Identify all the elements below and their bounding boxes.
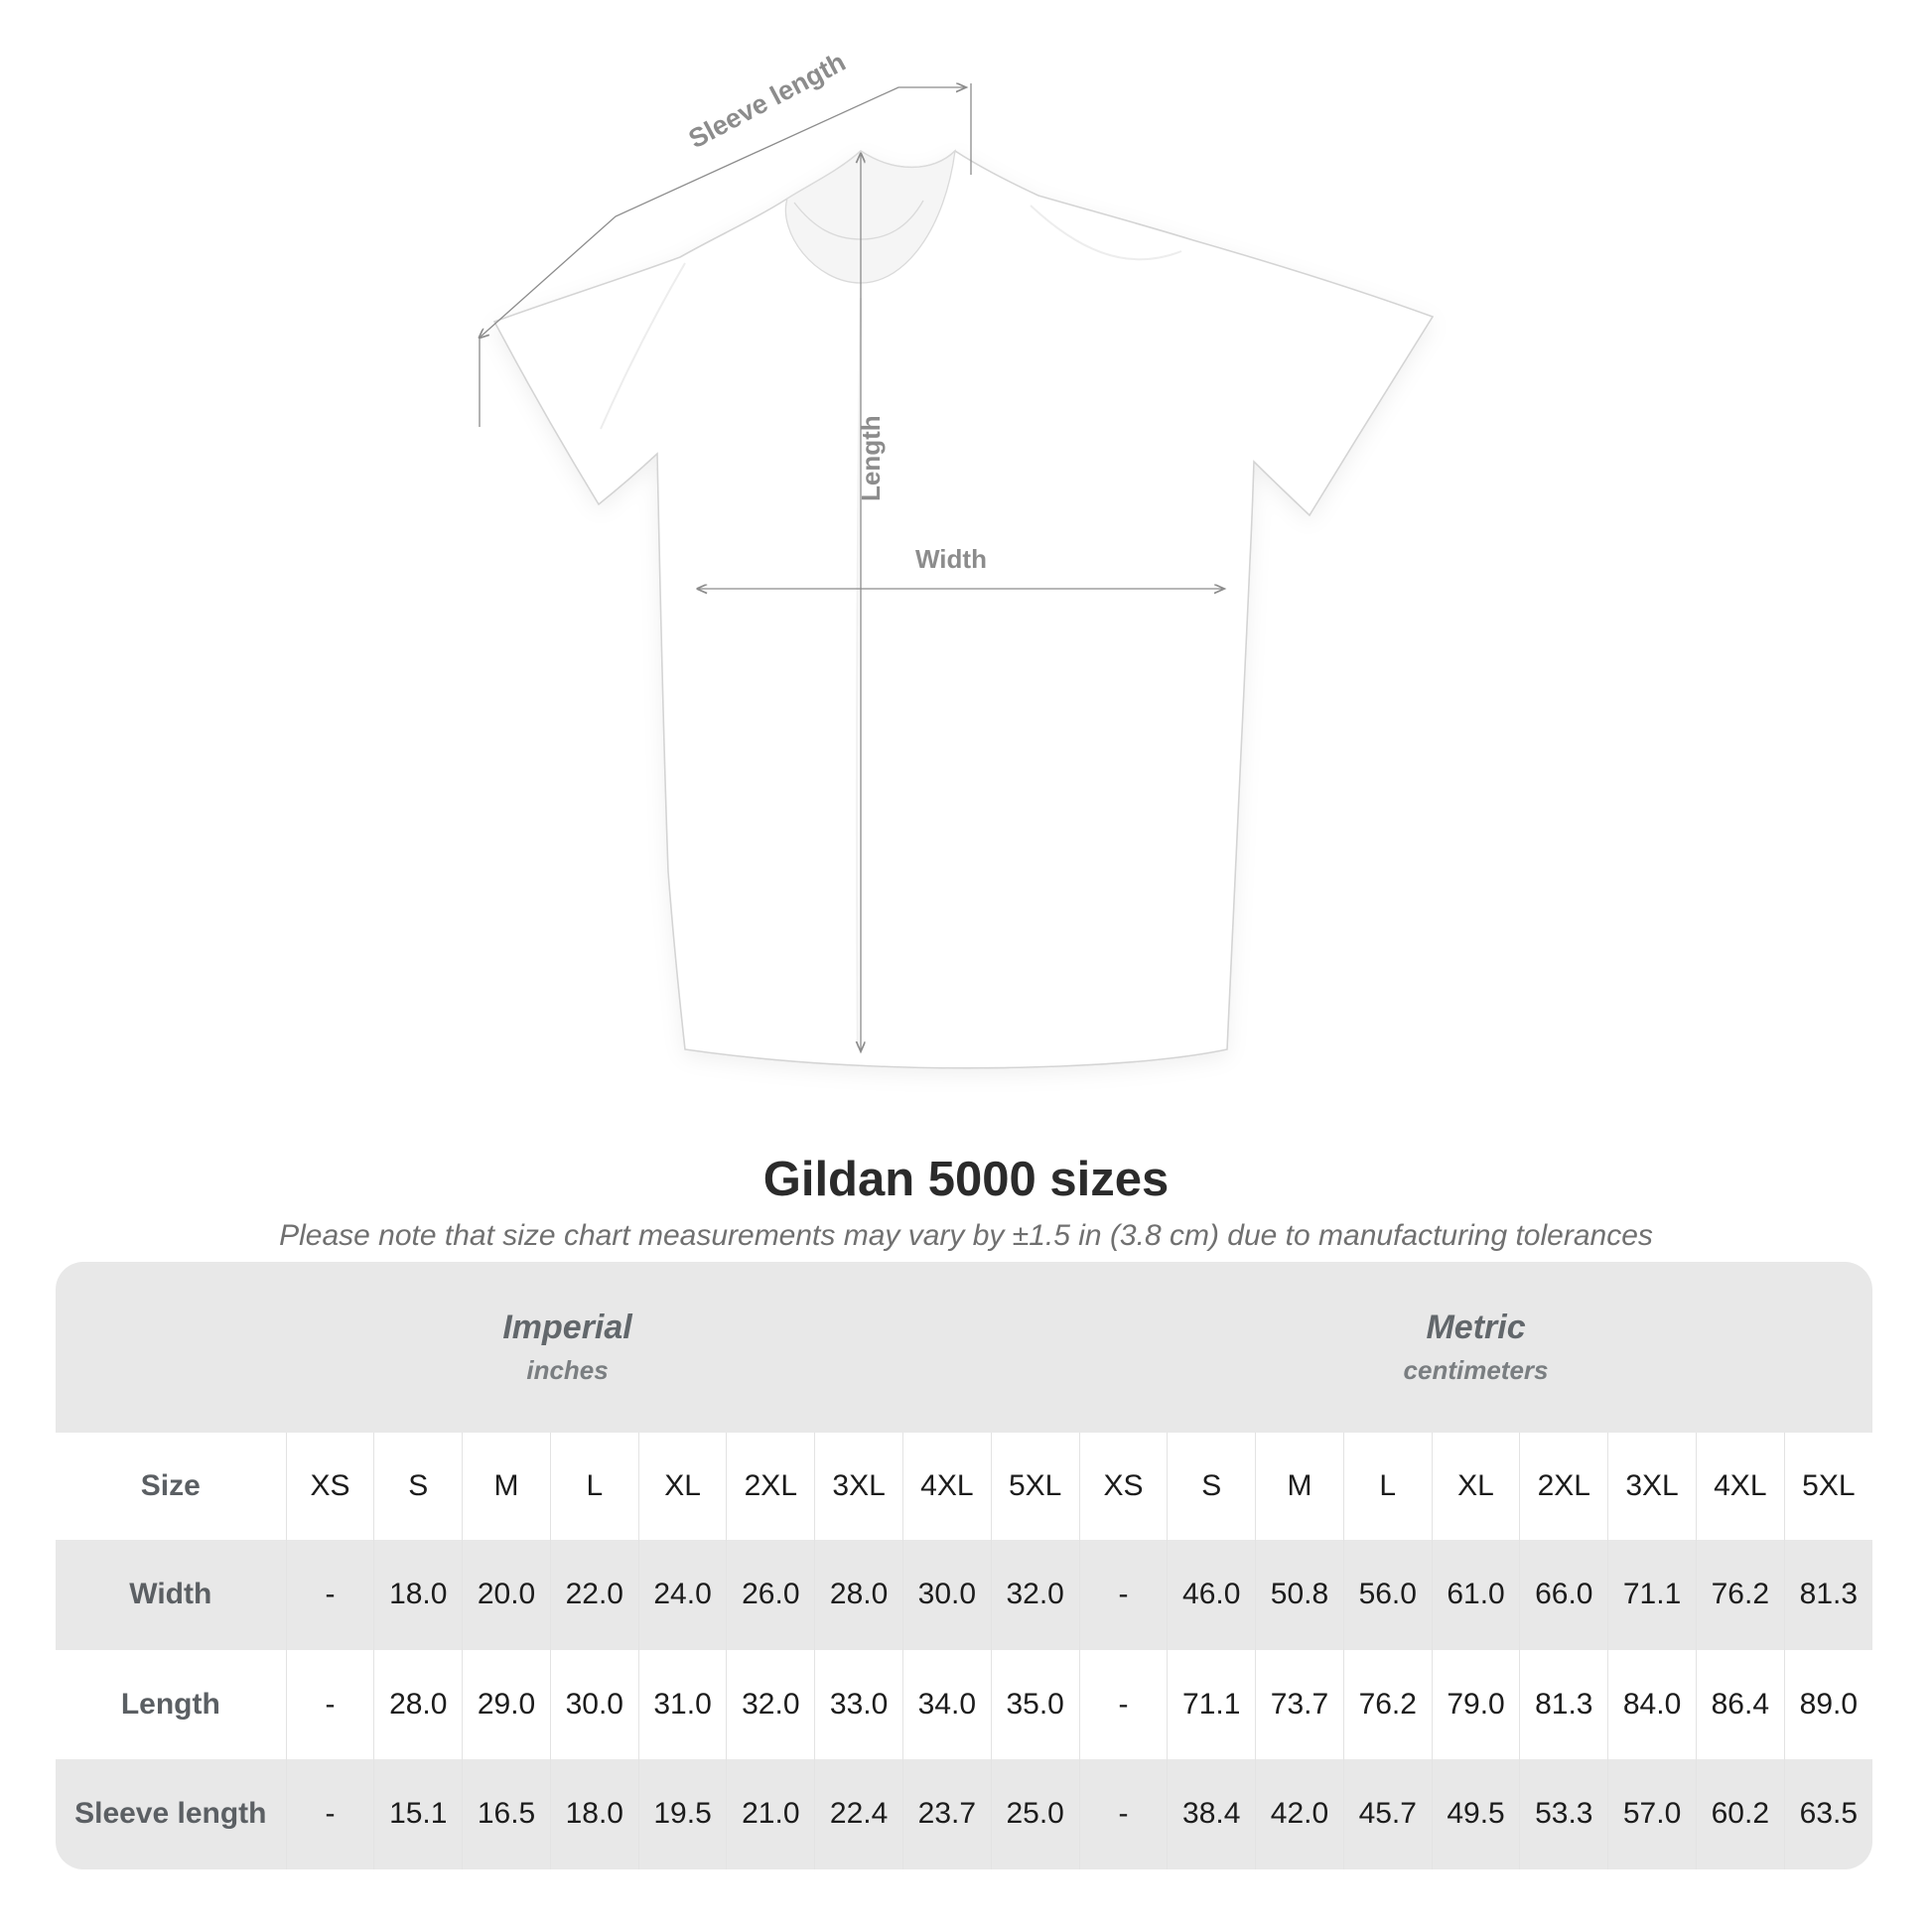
svg-text:Sleeve length: Sleeve length [684, 47, 851, 154]
svg-text:Width: Width [915, 544, 987, 574]
svg-text:Length: Length [856, 415, 886, 501]
